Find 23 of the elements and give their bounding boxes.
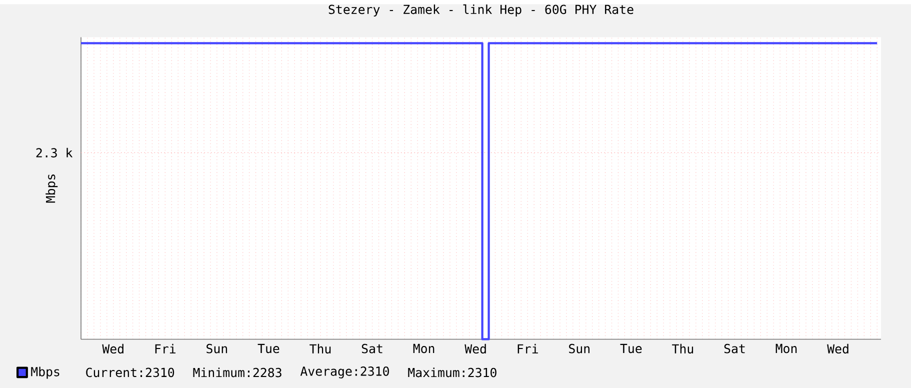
x-tick-label: Mon	[413, 344, 434, 354]
x-tick-label: Sat	[362, 344, 382, 354]
x-tick-label: Wed	[464, 344, 486, 354]
chart-title: Stezery - Zamek - link Hep - 60G PHY Rate	[328, 4, 634, 16]
x-tick-label: Thu	[672, 344, 694, 354]
ref-line-label: 2.3 k	[36, 148, 73, 158]
x-tick-label: Wed	[827, 344, 848, 354]
x-tick-label: Mon	[776, 344, 797, 354]
x-tick-label: Tue	[620, 344, 642, 354]
x-tick-label: Sat	[724, 344, 745, 354]
x-tick-label: Wed	[102, 344, 124, 354]
y-axis-title: Mbps	[46, 174, 58, 203]
x-tick-label: Sun	[206, 344, 228, 354]
x-tick-label: Thu	[310, 344, 331, 354]
x-tick-label: Sun	[569, 344, 590, 354]
text: Minimum:2283	[193, 368, 282, 378]
x-tick-label: Fri	[155, 344, 176, 354]
x-tick-label: Fri	[518, 344, 538, 354]
x-tick-label: Tue	[258, 344, 280, 354]
legend-label: Mbps	[31, 366, 60, 379]
text: Maximum:2310	[408, 368, 496, 378]
text: Average:2310	[300, 366, 389, 378]
text: Current:2310	[86, 368, 174, 378]
